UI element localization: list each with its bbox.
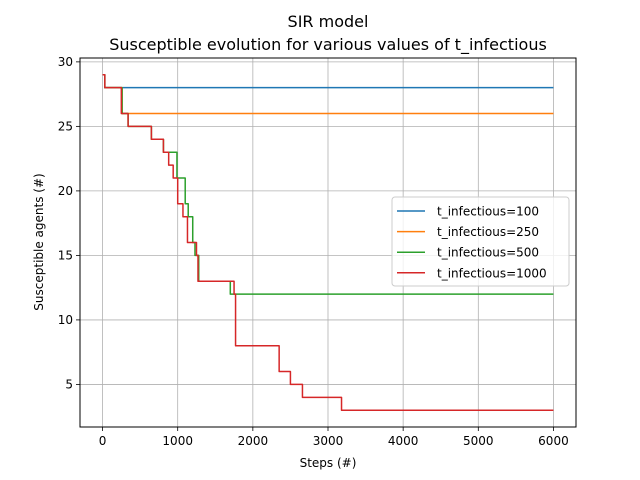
x-tick-label: 4000 bbox=[388, 434, 419, 448]
legend-label-4: t_infectious=1000 bbox=[437, 266, 547, 280]
y-axis-ticks: 5 10 15 20 25 30 bbox=[58, 55, 80, 391]
y-axis-label: Susceptible agents (#) bbox=[32, 173, 46, 310]
legend-label-3: t_infectious=500 bbox=[437, 246, 539, 260]
x-axis-ticks: 0 1000 2000 3000 4000 5000 6000 bbox=[99, 427, 569, 448]
y-tick-label: 10 bbox=[58, 313, 73, 327]
x-tick-label: 0 bbox=[99, 434, 107, 448]
chart-subtitle: Susceptible evolution for various values… bbox=[109, 35, 547, 55]
y-tick-label: 20 bbox=[58, 184, 73, 198]
x-axis-label: Steps (#) bbox=[300, 456, 357, 470]
chart-title: SIR model bbox=[288, 12, 369, 31]
x-tick-label: 5000 bbox=[463, 434, 494, 448]
plot-series bbox=[102, 74, 554, 411]
y-tick-label: 25 bbox=[58, 119, 73, 133]
legend-label-2: t_infectious=250 bbox=[437, 225, 539, 239]
y-tick-label: 30 bbox=[58, 55, 73, 69]
series-line-4 bbox=[102, 74, 554, 411]
x-tick-label: 1000 bbox=[162, 434, 193, 448]
legend-box bbox=[391, 196, 570, 287]
y-tick-label: 5 bbox=[65, 377, 73, 391]
legend: t_infectious=100 t_infectious=250 t_infect… bbox=[391, 196, 570, 287]
y-tick-label: 15 bbox=[58, 248, 73, 262]
legend-label-1: t_infectious=100 bbox=[437, 205, 539, 219]
x-tick-label: 3000 bbox=[313, 434, 344, 448]
x-tick-label: 6000 bbox=[538, 434, 569, 448]
x-tick-label: 2000 bbox=[238, 434, 269, 448]
